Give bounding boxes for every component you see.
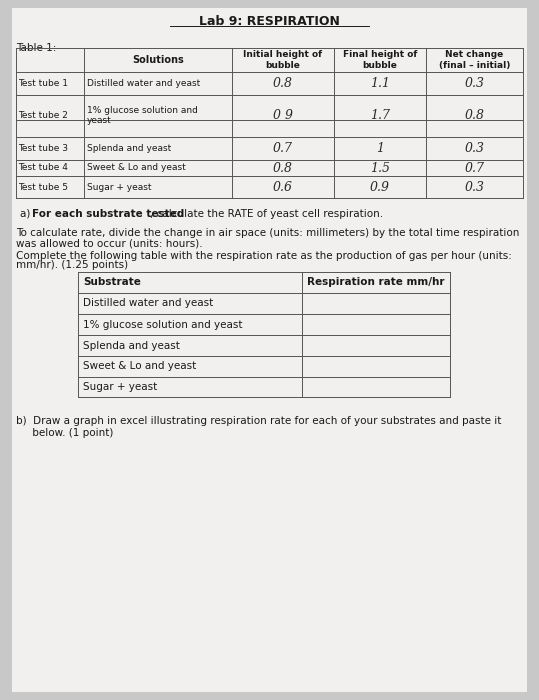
Text: 0.7: 0.7 (464, 162, 485, 174)
Text: 1.7: 1.7 (370, 109, 390, 122)
Text: 0.9: 0.9 (370, 181, 390, 194)
Text: 1.5: 1.5 (370, 162, 390, 174)
Text: 1% glucose solution and
yeast: 1% glucose solution and yeast (87, 106, 197, 125)
Text: Distilled water and yeast: Distilled water and yeast (87, 79, 200, 88)
Text: Splenda and yeast: Splenda and yeast (87, 144, 171, 153)
Text: 0.3: 0.3 (464, 77, 485, 90)
Text: Test tube 5: Test tube 5 (18, 183, 68, 192)
Text: Sugar + yeast: Sugar + yeast (87, 183, 151, 192)
Text: 0.7: 0.7 (273, 141, 293, 155)
Text: 0.6: 0.6 (273, 181, 293, 194)
Text: Test tube 3: Test tube 3 (18, 144, 68, 153)
Text: For each substrate tested: For each substrate tested (32, 209, 184, 218)
Text: Net change
(final – initial): Net change (final – initial) (439, 50, 510, 70)
Text: a): a) (20, 209, 37, 218)
Text: Sweet & Lo and yeast: Sweet & Lo and yeast (87, 164, 185, 172)
Text: 0.8: 0.8 (464, 109, 485, 122)
Text: To calculate rate, divide the change in air space (units: millimeters) by the to: To calculate rate, divide the change in … (16, 228, 520, 237)
Text: Complete the following table with the respiration rate as the production of gas : Complete the following table with the re… (16, 251, 512, 260)
Text: Test tube 4: Test tube 4 (18, 164, 68, 172)
Text: mm/hr). (1.25 points): mm/hr). (1.25 points) (16, 260, 128, 270)
Text: was allowed to occur (units: hours).: was allowed to occur (units: hours). (16, 238, 203, 248)
Text: 0.3: 0.3 (464, 181, 485, 194)
Text: Lab 9: RESPIRATION: Lab 9: RESPIRATION (199, 15, 340, 29)
Text: 1: 1 (376, 141, 384, 155)
Text: below. (1 point): below. (1 point) (16, 428, 114, 438)
Text: Respiration rate mm/hr: Respiration rate mm/hr (307, 277, 445, 287)
Text: 0 9: 0 9 (273, 109, 293, 122)
Text: , calculate the RATE of yeast cell respiration.: , calculate the RATE of yeast cell respi… (150, 209, 383, 218)
Text: Sweet & Lo and yeast: Sweet & Lo and yeast (83, 361, 196, 372)
Text: 0.3: 0.3 (464, 141, 485, 155)
Text: Table 1:: Table 1: (16, 43, 57, 53)
Text: Test tube 1: Test tube 1 (18, 79, 68, 88)
Text: Substrate: Substrate (83, 277, 141, 287)
Text: b)  Draw a graph in excel illustrating respiration rate for each of your substra: b) Draw a graph in excel illustrating re… (16, 416, 502, 426)
Text: Sugar + yeast: Sugar + yeast (83, 382, 157, 392)
Text: 1.1: 1.1 (370, 77, 390, 90)
Text: Distilled water and yeast: Distilled water and yeast (83, 298, 213, 309)
Text: Solutions: Solutions (132, 55, 184, 65)
Text: Test tube 2: Test tube 2 (18, 111, 68, 120)
Text: Initial height of
bubble: Initial height of bubble (244, 50, 322, 70)
Text: 0.8: 0.8 (273, 162, 293, 174)
Text: 0.8: 0.8 (273, 77, 293, 90)
Text: Final height of
bubble: Final height of bubble (343, 50, 417, 70)
Text: 1% glucose solution and yeast: 1% glucose solution and yeast (83, 320, 243, 330)
Text: Splenda and yeast: Splenda and yeast (83, 341, 180, 351)
